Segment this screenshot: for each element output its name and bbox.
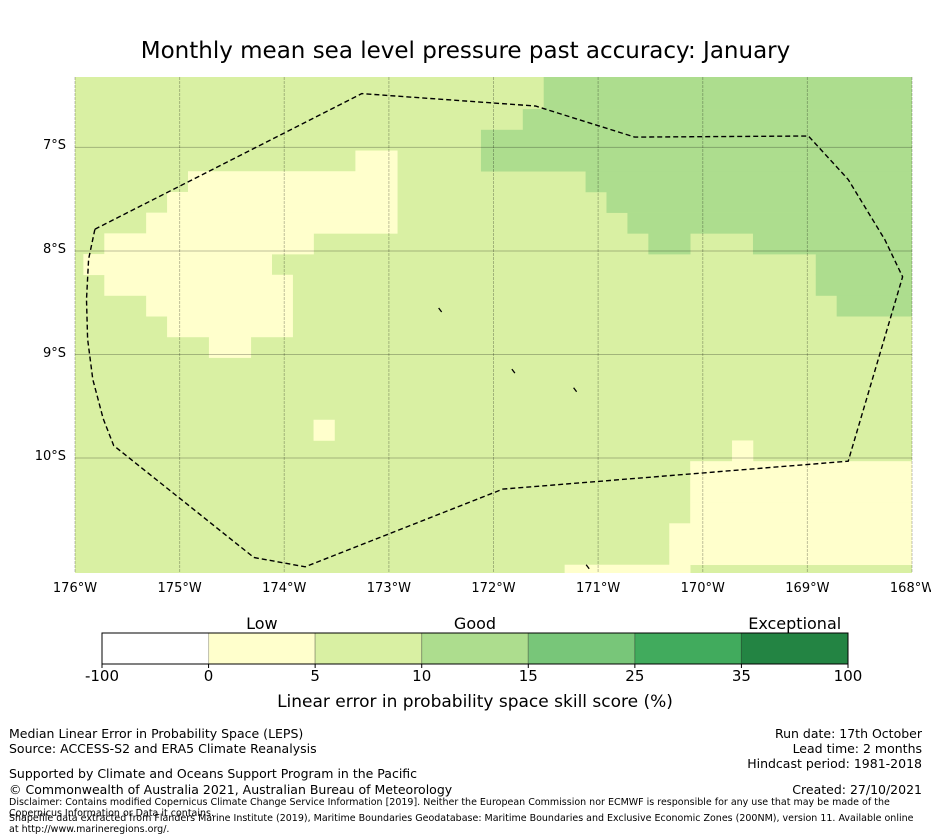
colorbar-frame [101, 632, 849, 665]
grid-cell [690, 461, 912, 483]
longitude-label: 169°W [785, 581, 830, 596]
colorbar-tick-label: 35 [731, 667, 751, 685]
eez-boundary [85, 92, 904, 568]
colorbar-swatch [102, 633, 209, 664]
footer-support: Supported by Climate and Oceans Support … [9, 766, 418, 781]
grid-cell [146, 212, 398, 234]
colorbar-tick-label: 100 [833, 667, 863, 685]
colorbar-tick-label: 10 [412, 667, 432, 685]
grid-cell [167, 191, 398, 213]
grid-cell [752, 233, 912, 255]
grid-cell [480, 129, 912, 151]
colorbar-swatch [527, 632, 636, 665]
colorbar-tick-label: 15 [518, 667, 538, 685]
grid-cell [815, 254, 912, 276]
grid-cell [585, 171, 912, 193]
grid-cell [313, 419, 335, 441]
grid-cell [543, 88, 912, 110]
latitude-label: 8°S [42, 241, 66, 257]
longitude-label: 175°W [157, 581, 202, 596]
grid-cell [732, 440, 754, 462]
footer-copyright: © Commonwealth of Australia 2021, Austra… [9, 782, 453, 797]
grid-cell [187, 171, 398, 193]
island-icon [573, 387, 578, 393]
colorbar-swatch [314, 632, 423, 665]
shapefile-credit: Shapefile data extracted from Flanders M… [9, 813, 914, 835]
latitude-label: 9°S [42, 345, 66, 361]
longitude-label: 171°W [576, 581, 621, 596]
colorbar-tick-label: 25 [625, 667, 645, 685]
colorbar [101, 632, 849, 668]
grid-cell [815, 274, 912, 296]
grid-cell [690, 502, 912, 524]
longitude-label: 172°W [471, 581, 516, 596]
grid-cell [522, 109, 912, 131]
grid-cell [669, 523, 912, 545]
colorbar-swatch [634, 632, 742, 665]
grid-cell [208, 336, 252, 358]
grid-cell [146, 295, 293, 317]
graticule [74, 77, 913, 573]
colorbar-tick-label: 0 [203, 667, 214, 685]
island-icon [511, 368, 516, 374]
chart-title: Monthly mean sea level pressure past acc… [140, 38, 791, 64]
longitude-label: 174°W [262, 581, 307, 596]
grid-cell [836, 295, 912, 317]
skill-score-grid [75, 77, 912, 573]
grid-cell [167, 316, 293, 338]
run-date: Run date: 17th October [774, 726, 922, 741]
longitude-label: 173°W [366, 581, 411, 596]
colorbar-tick-label: 5 [310, 667, 320, 685]
grid-cell [480, 150, 912, 172]
grid-cell [104, 233, 314, 255]
colorbar-category-label: Exceptional [748, 614, 842, 633]
grid-cell [355, 150, 398, 172]
colorbar-category-label: Good [453, 614, 497, 633]
colorbar-category-label: Low [246, 614, 278, 633]
footer-method: Median Linear Error in Probability Space… [9, 726, 304, 741]
island-icon [585, 564, 590, 570]
grid-cell [648, 233, 691, 255]
grid-cell [104, 274, 293, 296]
lead-time: Lead time: 2 months [792, 741, 922, 756]
island-icon [438, 307, 443, 313]
latitude-label: 7°S [42, 138, 66, 154]
longitude-label: 170°W [680, 581, 725, 596]
hindcast-period: Hindcast period: 1981-2018 [747, 756, 922, 771]
colorbar-swatch [208, 632, 316, 665]
colorbar-swatch [421, 632, 529, 665]
longitude-label: 176°W [52, 581, 98, 596]
colorbar-tick-label: -100 [84, 667, 120, 685]
grid-cell [669, 544, 912, 566]
grid-cell [606, 191, 912, 213]
longitude-label: 168°W [889, 581, 931, 596]
grid-cell [690, 481, 912, 503]
grid-cell [627, 212, 912, 234]
grid-cell [543, 77, 912, 89]
islands [438, 307, 590, 570]
grid-cell [564, 564, 691, 573]
created-date: Created: 27/10/2021 [792, 782, 922, 797]
colorbar-swatch [740, 632, 849, 665]
disclaimer: Disclaimer: Contains modified Copernicus… [9, 797, 890, 819]
grid-cell [83, 254, 272, 276]
colorbar-axis-label: Linear error in probability space skill … [277, 692, 673, 712]
footer-source: Source: ACCESS-S2 and ERA5 Climate Reana… [9, 741, 317, 756]
latitude-label: 10°S [34, 449, 66, 465]
